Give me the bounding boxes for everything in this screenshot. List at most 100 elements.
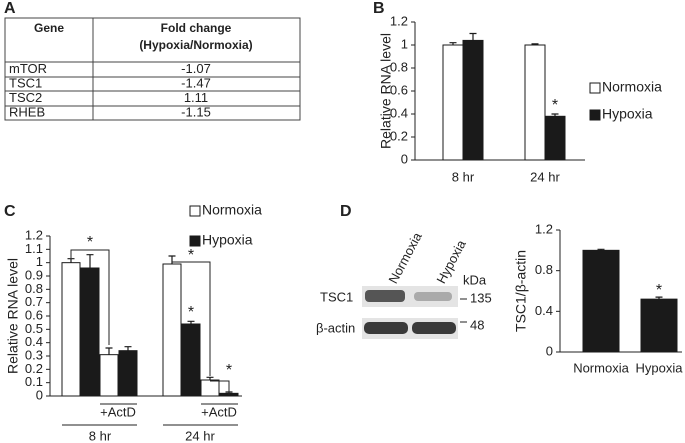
blot-band [365,290,405,302]
legend-swatch [189,235,201,247]
legend-label: Normoxia [202,202,262,218]
table-border [4,17,301,121]
error-bar [531,43,539,45]
y-tick-label: 0 [401,151,408,166]
x-tick-label: 8 hr [452,169,475,184]
panel-label: B [373,0,385,17]
table-cell: RHEB [9,104,45,119]
x-tick-label: 24 hr [530,169,560,184]
bar [61,262,81,397]
legend-label: Hypoxia [602,106,653,122]
unit-label: kDa [463,272,487,287]
panel-label: A [4,0,16,17]
y-tick-label: 1.2 [25,227,43,242]
y-tick-label: 0.1 [25,374,43,389]
significance-mark: * [552,97,558,114]
bar [99,354,119,397]
table: Gene Fold change (Hypoxia/Normoxia) [4,17,301,121]
table-header: Gene [34,21,64,35]
error-bar [206,376,214,380]
bracket [210,380,230,395]
blot-band [364,322,408,334]
legend-swatch [589,82,601,94]
bar [118,350,138,397]
bar [544,115,566,161]
table-cell: mTOR [9,61,47,76]
table-cell: -1.07 [181,61,211,76]
y-tick-label: 0.6 [25,307,43,322]
bar [640,298,678,353]
y-tick-label: 0.5 [25,321,43,336]
bar [162,263,182,397]
significance-mark: * [87,234,93,251]
marker-label: 48 [470,317,484,332]
table-cell: TSC1 [9,75,42,90]
y-axis-label: TSC1/β-actin [513,250,529,332]
bracket [70,249,110,345]
y-tick-label: 0.8 [535,262,553,277]
table-cell: -1.47 [181,75,211,90]
row-label: β-actin [316,320,355,335]
x-tick-label: Hypoxia [636,360,684,375]
western-blot: Normoxia Hypoxia kDa TSC1 β-actin 135 48 [316,229,492,339]
marker-label: 135 [470,290,492,305]
table-cell: -1.15 [181,104,211,119]
error-bar [187,320,195,324]
error-bar [105,347,113,355]
significance-mark: * [656,282,662,299]
legend-label: Normoxia [602,79,662,95]
significance-mark: * [188,247,194,264]
x-tick-label: +ActD [201,404,237,419]
blot-band [412,322,456,334]
legend-swatch [189,205,201,217]
y-tick-label: 0.8 [390,59,408,74]
error-bar [597,248,605,251]
y-tick-label: 0.3 [25,347,43,362]
table-cell: TSC2 [9,90,42,105]
blot-band [414,292,452,301]
x-tick-label: +ActD [100,404,136,419]
y-tick-label: 0.2 [25,361,43,376]
y-axis-label: Relative RNA level [5,258,21,374]
y-axis-label: Relative RNA level [378,33,394,149]
lane-label: Normoxia [385,229,425,286]
bar [524,44,546,161]
table-cell: 1.11 [184,90,208,105]
error-bar [168,255,176,264]
error-bar [124,346,132,351]
y-tick-label: 0.6 [390,82,408,97]
significance-mark: * [226,362,232,379]
y-tick-label: 0.4 [535,303,553,318]
y-tick-label: 0.4 [390,105,408,120]
error-bar [551,113,559,117]
y-tick-label: 0 [546,343,553,358]
y-tick-label: 0.7 [25,294,43,309]
y-tick-label: 0.4 [25,334,43,349]
group-label: 24 hr [185,428,215,443]
legend-swatch [589,109,601,121]
significance-mark: * [188,304,194,321]
bar [181,323,201,397]
x-tick-label: Normoxia [573,360,629,375]
error-bar [67,258,75,263]
error-bar [86,254,94,268]
y-tick-label: 0 [36,387,43,402]
panel-label: D [340,203,352,220]
group-label: 8 hr [89,428,112,443]
y-tick-label: 1 [36,254,43,269]
y-tick-label: 0.9 [25,267,43,282]
error-bar [469,32,477,41]
bar [80,267,100,397]
y-tick-label: 1.2 [535,221,553,236]
bar [462,39,484,161]
row-label: TSC1 [320,289,353,304]
y-tick-label: 1.2 [390,13,408,28]
y-tick-label: 0.8 [25,281,43,296]
y-tick-label: 0.2 [390,128,408,143]
y-tick-label: 1.1 [25,241,43,256]
error-bar [449,42,457,45]
y-tick-label: 1 [401,36,408,51]
panel-label: C [4,203,16,220]
table-header: Fold change [161,21,232,35]
